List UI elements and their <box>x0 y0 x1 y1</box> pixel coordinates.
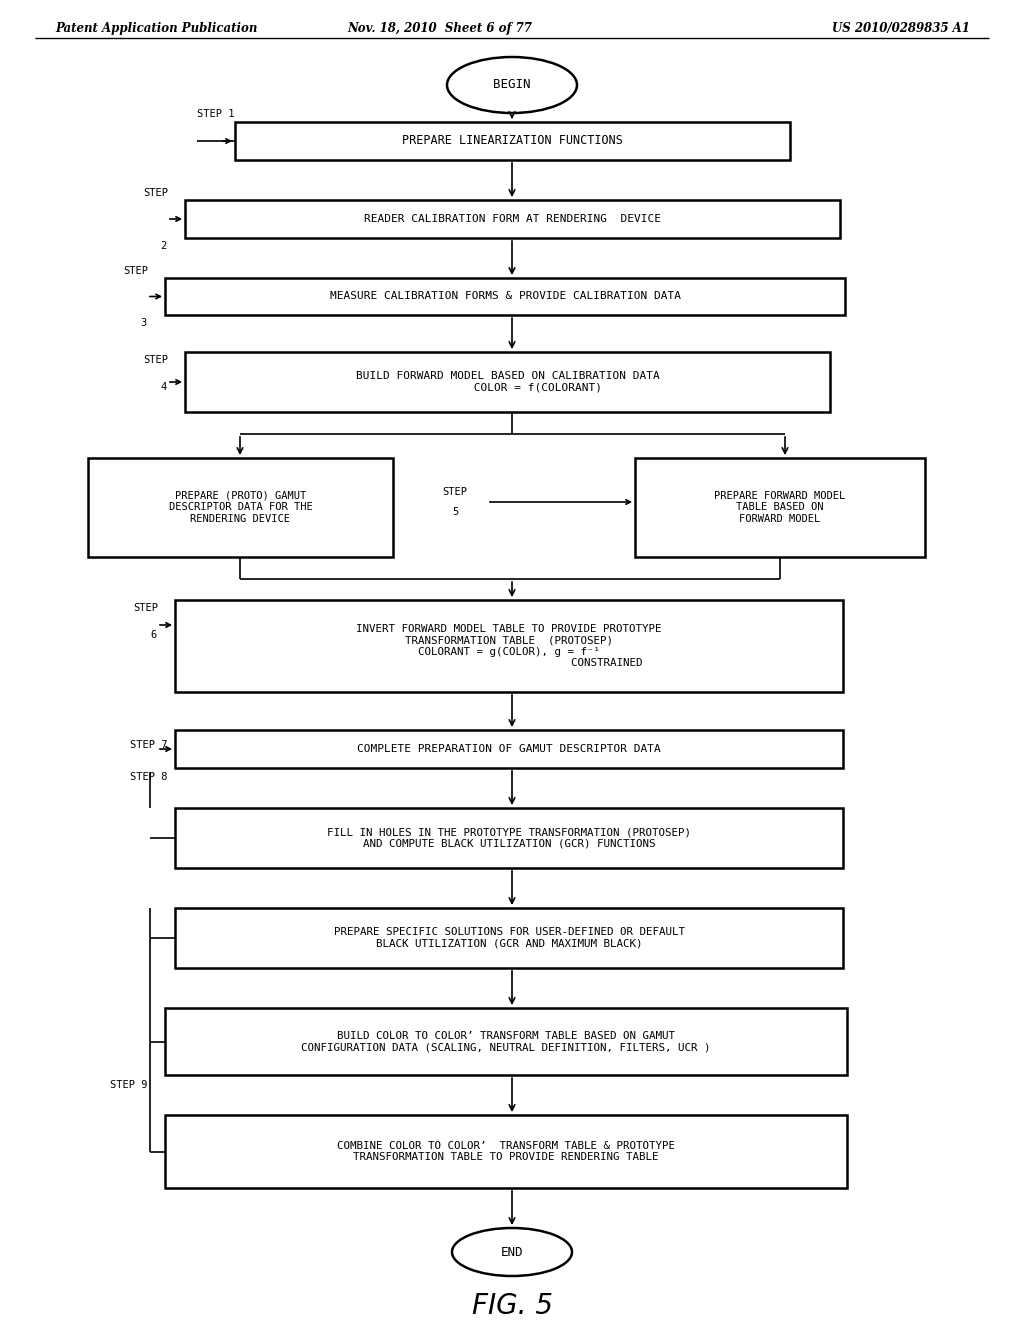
Text: PREPARE FORWARD MODEL
TABLE BASED ON
FORWARD MODEL: PREPARE FORWARD MODEL TABLE BASED ON FOR… <box>715 491 846 524</box>
Text: FIG. 5: FIG. 5 <box>471 1292 553 1320</box>
Text: Patent Application Publication: Patent Application Publication <box>55 22 257 36</box>
Ellipse shape <box>447 57 577 114</box>
Text: STEP 7: STEP 7 <box>130 741 168 750</box>
Text: COMBINE COLOR TO COLOR’  TRANSFORM TABLE & PROTOTYPE
TRANSFORMATION TABLE TO PRO: COMBINE COLOR TO COLOR’ TRANSFORM TABLE … <box>337 1140 675 1163</box>
Text: BUILD COLOR TO COLOR’ TRANSFORM TABLE BASED ON GAMUT
CONFIGURATION DATA (SCALING: BUILD COLOR TO COLOR’ TRANSFORM TABLE BA… <box>301 1031 711 1052</box>
FancyBboxPatch shape <box>165 1115 847 1188</box>
Text: PREPARE (PROTO) GAMUT
DESCRIPTOR DATA FOR THE
RENDERING DEVICE: PREPARE (PROTO) GAMUT DESCRIPTOR DATA FO… <box>169 491 312 524</box>
Text: MEASURE CALIBRATION FORMS & PROVIDE CALIBRATION DATA: MEASURE CALIBRATION FORMS & PROVIDE CALI… <box>330 292 681 301</box>
Text: 5: 5 <box>452 507 458 517</box>
FancyBboxPatch shape <box>185 352 830 412</box>
Text: STEP: STEP <box>442 487 468 498</box>
Text: PREPARE SPECIFIC SOLUTIONS FOR USER-DEFINED OR DEFAULT
BLACK UTILIZATION (GCR AN: PREPARE SPECIFIC SOLUTIONS FOR USER-DEFI… <box>334 927 684 949</box>
FancyBboxPatch shape <box>88 458 393 557</box>
Text: BUILD FORWARD MODEL BASED ON CALIBRATION DATA
         COLOR = f(COLORANT): BUILD FORWARD MODEL BASED ON CALIBRATION… <box>355 371 659 393</box>
Text: READER CALIBRATION FORM AT RENDERING  DEVICE: READER CALIBRATION FORM AT RENDERING DEV… <box>364 214 662 224</box>
Text: 4: 4 <box>160 381 166 392</box>
Text: STEP: STEP <box>143 187 168 198</box>
Text: STEP: STEP <box>123 267 148 276</box>
FancyBboxPatch shape <box>175 730 843 768</box>
Text: 3: 3 <box>140 318 146 327</box>
FancyBboxPatch shape <box>185 201 840 238</box>
FancyBboxPatch shape <box>175 908 843 968</box>
Text: BEGIN: BEGIN <box>494 78 530 91</box>
Text: COMPLETE PREPARATION OF GAMUT DESCRIPTOR DATA: COMPLETE PREPARATION OF GAMUT DESCRIPTOR… <box>357 744 660 754</box>
FancyBboxPatch shape <box>234 121 790 160</box>
Text: STEP 9: STEP 9 <box>110 1080 147 1090</box>
Text: US 2010/0289835 A1: US 2010/0289835 A1 <box>833 22 970 36</box>
Text: STEP 1: STEP 1 <box>197 110 234 119</box>
Ellipse shape <box>452 1228 572 1276</box>
Text: END: END <box>501 1246 523 1258</box>
Text: 6: 6 <box>150 630 157 640</box>
FancyBboxPatch shape <box>165 279 845 315</box>
FancyBboxPatch shape <box>175 808 843 869</box>
FancyBboxPatch shape <box>175 601 843 692</box>
FancyBboxPatch shape <box>635 458 925 557</box>
Text: Nov. 18, 2010  Sheet 6 of 77: Nov. 18, 2010 Sheet 6 of 77 <box>347 22 532 36</box>
Text: FILL IN HOLES IN THE PROTOTYPE TRANSFORMATION (PROTOSEP)
AND COMPUTE BLACK UTILI: FILL IN HOLES IN THE PROTOTYPE TRANSFORM… <box>327 828 691 849</box>
FancyBboxPatch shape <box>165 1008 847 1074</box>
Text: STEP 8: STEP 8 <box>130 772 168 781</box>
Text: PREPARE LINEARIZATION FUNCTIONS: PREPARE LINEARIZATION FUNCTIONS <box>402 135 623 148</box>
Text: 2: 2 <box>160 242 166 251</box>
Text: STEP: STEP <box>143 355 168 366</box>
Text: INVERT FORWARD MODEL TABLE TO PROVIDE PROTOTYPE
TRANSFORMATION TABLE  (PROTOSEP): INVERT FORWARD MODEL TABLE TO PROVIDE PR… <box>356 623 662 668</box>
Text: STEP: STEP <box>133 603 158 612</box>
